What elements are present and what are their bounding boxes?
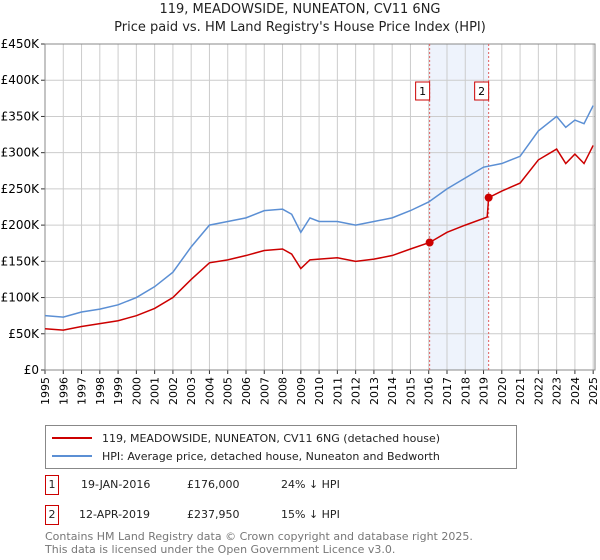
sale-marker-label: 2 [478,85,485,98]
sale-marker-badge: 1 [45,475,59,495]
x-tick-label: 2019 [478,377,491,405]
sale-hpi-diff: 24% ↓ HPI [281,478,340,491]
x-tick-label: 2000 [130,377,143,405]
sale-price: £237,950 [187,508,240,521]
x-tick-label: 1997 [76,377,89,405]
x-tick-label: 2010 [313,377,326,405]
x-tick-label: 2015 [404,377,417,405]
x-tick-label: 2001 [149,377,162,405]
blue-line-swatch [52,455,92,457]
sale-marker-badge: 2 [45,505,59,525]
x-tick-label: 1999 [112,377,125,405]
y-tick-label: £50K [8,327,40,341]
sale-date: 19-JAN-2016 [81,478,151,491]
sale-hpi-diff: 15% ↓ HPI [281,508,340,521]
x-tick-label: 2022 [532,377,545,405]
x-tick-label: 1995 [39,377,52,405]
x-tick-label: 2006 [240,377,253,405]
x-tick-label: 2016 [423,377,436,405]
x-tick-label: 1996 [57,377,70,405]
legend-label: 119, MEADOWSIDE, NUNEATON, CV11 6NG (det… [102,431,441,445]
property-price-line [44,145,594,331]
y-tick-label: £450K [1,37,41,51]
x-tick-label: 2025 [587,377,600,405]
x-tick-label: 2007 [258,377,271,405]
x-tick-label: 1998 [94,377,107,405]
sale-point [425,238,434,247]
y-tick-label: £250K [1,182,41,196]
x-tick-label: 2012 [350,377,363,405]
x-tick-label: 2017 [441,377,454,405]
x-tick-label: 2023 [551,377,564,405]
x-tick-label: 2005 [222,377,235,405]
x-tick-label: 2009 [295,377,308,405]
x-tick-label: 2024 [569,377,582,405]
sale-marker-box [474,81,490,101]
y-tick-label: £0 [24,363,39,377]
price-chart: 1995 1996 1997 1998 1999 2000 2001 2002 2003 2004… [1,37,600,405]
chart-title: 119, MEADOWSIDE, NUNEATON, CV11 6NG [159,2,441,17]
x-tick-label: 2008 [277,377,290,405]
y-tick-label: £100K [1,291,41,305]
x-tick-label: 2013 [368,377,381,405]
legend: 119, MEADOWSIDE, NUNEATON, CV11 6NG (det… [45,425,517,469]
y-tick-label: £350K [1,109,41,123]
sale-marker-box [415,81,431,101]
x-tick-label: 2002 [167,377,180,405]
y-tick-label: £300K [1,146,41,160]
x-tick-label: 2018 [459,377,472,405]
x-tick-label: 2003 [185,377,198,405]
x-tick-label: 2014 [386,377,399,405]
x-tick-label: 2011 [331,377,344,405]
chart-subtitle: Price paid vs. HM Land Registry's House … [114,20,486,35]
legend-item-property: 119, MEADOWSIDE, NUNEATON, CV11 6NG (det… [52,431,440,445]
legend-item-hpi: HPI: Average price, detached house, Nune… [52,449,440,463]
sale-marker-label: 1 [419,85,426,98]
legend-label: HPI: Average price, detached house, Nune… [102,449,440,463]
footer-line: Contains HM Land Registry data © Crown c… [45,530,473,543]
y-tick-label: £200K [1,218,41,232]
y-tick-label: £150K [1,254,41,268]
sale-date: 12-APR-2019 [79,508,151,521]
footer-line: This data is licensed under the Open Gov… [45,543,396,556]
sale-point [484,193,493,202]
hpi-line [44,105,594,318]
plot-frame [44,43,596,371]
red-line-swatch [52,437,92,439]
y-tick-label: £400K [1,73,41,87]
x-tick-label: 2004 [203,377,216,405]
sale-price: £176,000 [187,478,240,491]
footer: Contains HM Land Registry data © Crown c… [45,530,473,556]
x-tick-label: 2020 [496,377,509,405]
x-tick-label: 2021 [514,377,527,405]
